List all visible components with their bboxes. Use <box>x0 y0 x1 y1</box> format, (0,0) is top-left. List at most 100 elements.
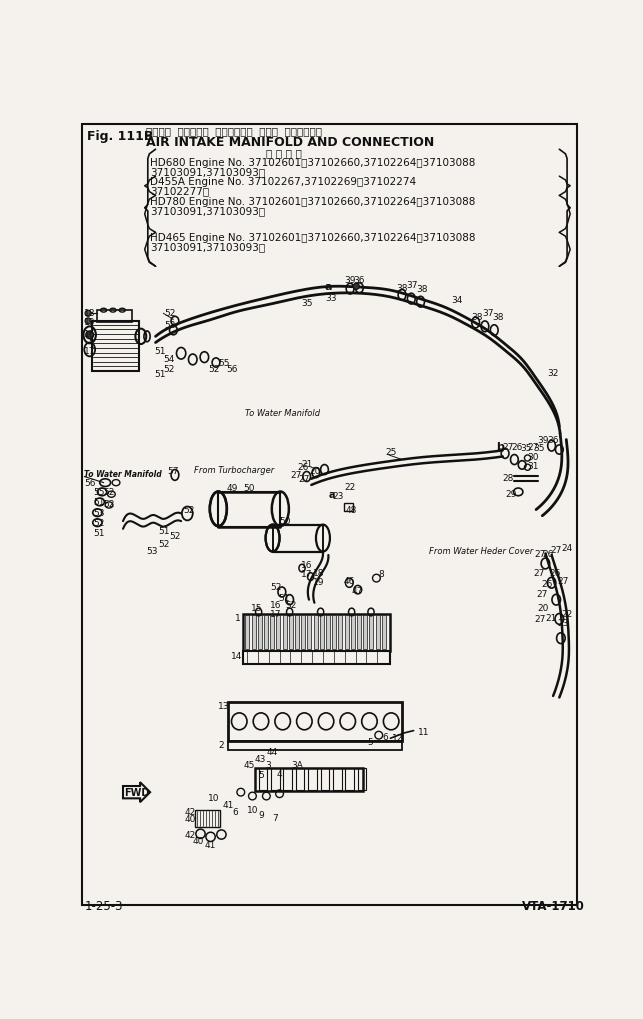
Bar <box>376 615 379 649</box>
Text: 27: 27 <box>557 577 569 586</box>
Text: 22: 22 <box>344 483 355 491</box>
Text: 11: 11 <box>417 729 429 738</box>
Bar <box>344 503 353 512</box>
Text: 51: 51 <box>154 370 165 379</box>
Circle shape <box>85 310 91 316</box>
Text: 55: 55 <box>219 360 230 369</box>
Text: 24: 24 <box>561 544 572 553</box>
Text: 42: 42 <box>185 808 196 816</box>
Text: 23: 23 <box>332 492 343 501</box>
Text: 53: 53 <box>146 547 158 556</box>
Text: 37102277～: 37102277～ <box>150 186 209 197</box>
Text: 57: 57 <box>167 468 179 476</box>
Text: 16: 16 <box>270 601 282 610</box>
Text: 35: 35 <box>521 444 532 453</box>
Text: 17: 17 <box>302 571 312 580</box>
Text: 37: 37 <box>482 310 493 318</box>
Text: 27: 27 <box>534 615 546 624</box>
Bar <box>320 615 323 649</box>
Bar <box>258 615 262 649</box>
Text: 29: 29 <box>505 489 516 498</box>
Text: 通 用 号 機: 通 用 号 機 <box>266 148 302 158</box>
Text: 38: 38 <box>472 313 484 322</box>
Text: 42: 42 <box>185 830 196 840</box>
Text: 55: 55 <box>93 488 105 497</box>
Text: 39: 39 <box>344 276 356 285</box>
Text: 43: 43 <box>255 755 266 764</box>
Text: b: b <box>496 442 504 451</box>
Text: 6: 6 <box>232 808 238 816</box>
Bar <box>382 615 386 649</box>
Text: HD465 Engine No. 37102601～37102660,37102264～37103088: HD465 Engine No. 37102601～37102660,37102… <box>150 233 476 244</box>
Text: 52: 52 <box>208 365 220 374</box>
Text: 39: 39 <box>538 436 549 444</box>
Text: 27: 27 <box>534 549 546 558</box>
Text: 52: 52 <box>183 505 195 515</box>
Text: 10: 10 <box>247 806 258 815</box>
Text: 41: 41 <box>204 842 216 851</box>
Bar <box>246 615 249 649</box>
Text: 52: 52 <box>93 519 105 528</box>
Bar <box>271 768 280 790</box>
Text: 52: 52 <box>164 310 176 318</box>
Bar <box>338 615 342 649</box>
Text: 52: 52 <box>163 365 175 374</box>
Text: 34: 34 <box>451 296 462 305</box>
Text: a: a <box>329 490 335 500</box>
Text: 56: 56 <box>84 479 96 488</box>
Text: 2: 2 <box>219 741 224 750</box>
Text: 3A: 3A <box>291 761 303 770</box>
Text: 3: 3 <box>265 761 271 770</box>
Text: 49: 49 <box>226 484 237 493</box>
Text: From Turbocharger: From Turbocharger <box>194 467 275 476</box>
Text: 27: 27 <box>534 569 545 578</box>
Text: 4: 4 <box>276 769 282 779</box>
Bar <box>270 615 274 649</box>
Text: 51: 51 <box>158 527 169 536</box>
Text: 52: 52 <box>270 583 282 592</box>
Text: 33: 33 <box>325 294 337 303</box>
Text: 22: 22 <box>561 609 572 619</box>
Bar <box>289 615 293 649</box>
Bar <box>363 615 367 649</box>
Text: 37103091,37103093～: 37103091,37103093～ <box>150 243 266 253</box>
Text: 32: 32 <box>547 369 558 378</box>
Text: 9: 9 <box>258 811 264 820</box>
Text: 10: 10 <box>208 795 220 804</box>
Text: 26: 26 <box>549 569 561 578</box>
Text: 50: 50 <box>243 484 255 493</box>
Text: AIR INTAKE MANIFOLD AND CONNECTION: AIR INTAKE MANIFOLD AND CONNECTION <box>146 137 435 149</box>
Text: 27: 27 <box>551 546 562 554</box>
Text: 35: 35 <box>534 444 545 453</box>
Text: 26: 26 <box>511 442 523 451</box>
Text: 21: 21 <box>545 613 557 623</box>
Bar <box>345 768 354 790</box>
Text: 36: 36 <box>353 276 365 285</box>
Text: 21: 21 <box>302 460 312 469</box>
Bar <box>370 615 374 649</box>
Text: 36: 36 <box>547 436 558 444</box>
Bar <box>228 702 402 741</box>
Text: 45: 45 <box>243 761 255 770</box>
Text: a: a <box>325 281 332 291</box>
Text: 7: 7 <box>273 814 278 822</box>
Circle shape <box>86 331 93 338</box>
Bar <box>296 768 304 790</box>
Text: 28: 28 <box>503 474 514 483</box>
Text: 18: 18 <box>313 569 324 578</box>
Text: 27: 27 <box>503 442 514 451</box>
Text: 54: 54 <box>163 355 175 364</box>
Text: D455A Engine No. 37102267,37102269～37102274: D455A Engine No. 37102267,37102269～37102… <box>150 177 416 186</box>
Text: 37103091,37103093～: 37103091,37103093～ <box>150 167 266 177</box>
Bar <box>345 615 349 649</box>
Text: 14: 14 <box>231 652 242 661</box>
Text: 18: 18 <box>84 310 95 318</box>
Text: 51: 51 <box>154 347 165 356</box>
Text: 23: 23 <box>557 619 569 628</box>
Text: 25: 25 <box>385 448 396 457</box>
Text: エアーー  インテーク  マニホールド  および  コネクション: エアーー インテーク マニホールド および コネクション <box>146 126 322 137</box>
Text: 27: 27 <box>527 442 539 451</box>
Text: 38: 38 <box>396 284 407 293</box>
Text: To Water Manifold: To Water Manifold <box>246 410 321 419</box>
Text: 37: 37 <box>406 281 417 289</box>
